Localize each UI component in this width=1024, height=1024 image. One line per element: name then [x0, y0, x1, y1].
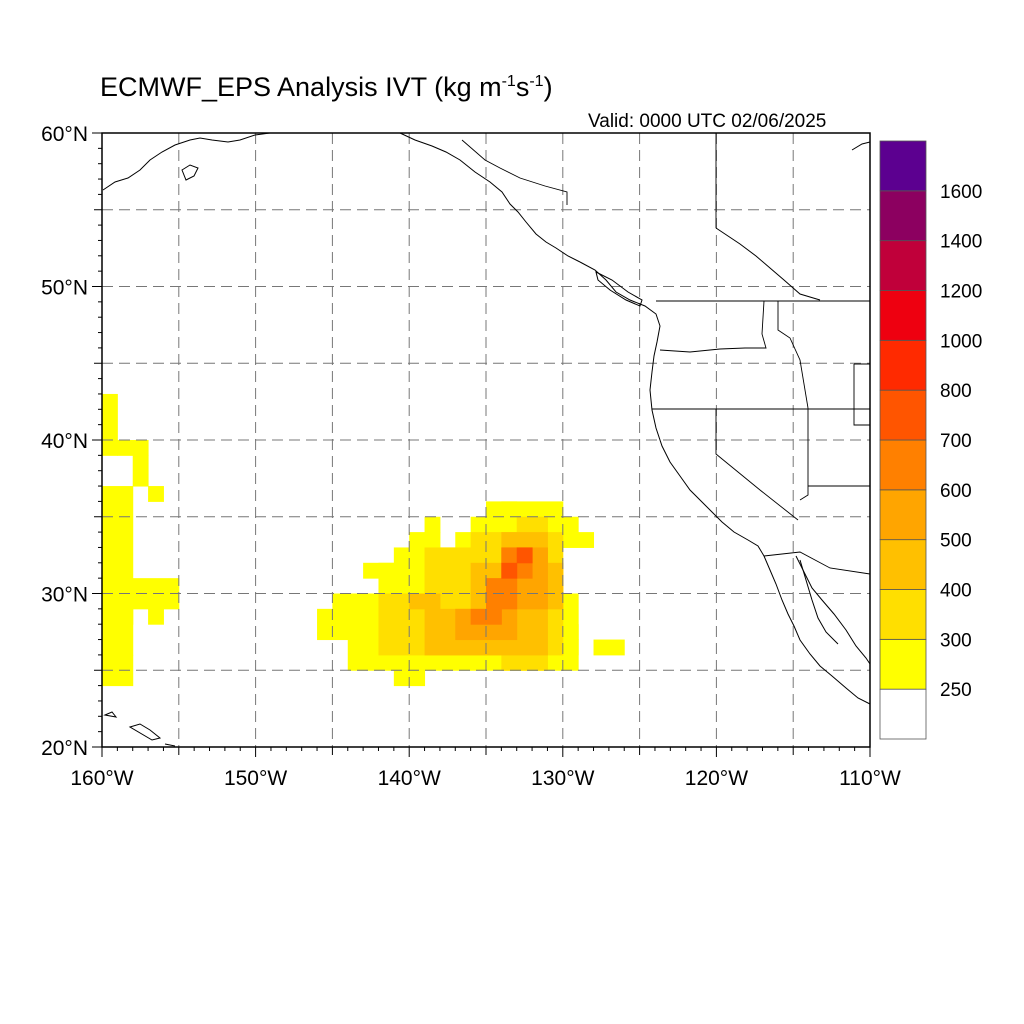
west-coast: [579, 261, 871, 705]
ivt-cell: [102, 486, 134, 656]
lon-label: 110°W: [839, 767, 901, 790]
colorbar-swatch: [879, 688, 927, 740]
lat-label: 20°N: [41, 737, 88, 760]
ivt-cell: [148, 486, 164, 502]
colorbar-label: 600: [940, 481, 972, 502]
lat-label: 40°N: [41, 430, 88, 453]
colorbar-swatch: [879, 290, 927, 341]
ivt-cell: [501, 562, 518, 579]
axis-ticks: [92, 132, 871, 757]
colorbar-swatch: [879, 489, 927, 541]
colorbar-swatch: [879, 589, 927, 640]
ivt-cell: [132, 455, 149, 487]
ivt-cell: [317, 608, 333, 641]
colorbar-label: 1600: [940, 182, 982, 203]
ivt-cell: [516, 516, 548, 533]
ivt-cell: [409, 593, 441, 610]
ivt-cell: [148, 608, 164, 625]
ivt-cell: [363, 562, 395, 579]
washington-oregon: [659, 300, 767, 353]
ivt-cell: [117, 440, 149, 456]
colorbar-swatch: [879, 539, 927, 590]
canadian-arctic-coast: [715, 227, 821, 301]
colorbar-label: 1400: [940, 232, 982, 253]
gulf-of-california: [795, 555, 871, 665]
alaska-coast-2: [399, 132, 581, 263]
colorbar-label: 1200: [940, 282, 982, 303]
kodiak-island: [181, 164, 199, 181]
alaska-arctic-edge: [851, 141, 871, 151]
us-mexico-border: [763, 551, 871, 575]
ivt-cell: [424, 516, 441, 533]
colorbar-label: 800: [940, 381, 972, 402]
ivt-cell: [117, 608, 134, 625]
colorbar: 250 300 400 500 600 700 800 1000 1200 1400 1600: [879, 140, 982, 740]
ivt-cell: [593, 639, 625, 656]
colorbar-swatch: [879, 638, 927, 690]
alaska-coast: [102, 132, 271, 191]
idaho-line: [777, 301, 809, 409]
ivt-cell: [409, 532, 441, 548]
lon-label: 140°W: [378, 767, 441, 790]
ivt-field: [102, 393, 625, 687]
baja-east: [799, 559, 839, 645]
nevada-arizona: [799, 408, 809, 501]
coastline: [102, 132, 871, 747]
colorbar-swatch: [879, 389, 927, 441]
ivt-cell: [501, 654, 548, 671]
ivt-cell: [516, 547, 533, 564]
lat-label: 50°N: [41, 277, 88, 300]
lat-label: 30°N: [41, 584, 88, 607]
colorbar-label: 300: [940, 630, 972, 651]
valid-time-label: Valid: 0000 UTC 02/06/2025: [588, 111, 827, 132]
lon-label: 130°W: [531, 767, 594, 790]
graticule: [102, 133, 870, 747]
idaho-montana: [853, 363, 870, 426]
alaska-bc-border: [461, 139, 568, 205]
colorbar-swatch: [879, 240, 927, 291]
colorbar-label: 1000: [940, 331, 982, 352]
political-borders: [461, 133, 871, 575]
colorbar-label: 700: [940, 431, 972, 452]
axis-labels: 160°W 150°W 140°W 130°W 120°W 110°W 60°N 50°N 40…: [41, 123, 901, 790]
vancouver-island: [595, 271, 643, 307]
lon-label: 160°W: [70, 767, 133, 790]
map-title: ECMWF_EPS Analysis IVT (kg m-1s-1): [100, 72, 553, 102]
lat-label: 60°N: [41, 123, 88, 146]
colorbar-label: 400: [940, 581, 972, 602]
colorbar-swatch: [879, 439, 927, 491]
lon-label: 120°W: [685, 767, 748, 790]
ivt-cell: [486, 501, 518, 518]
colorbar-swatch: [879, 339, 927, 391]
colorbar-label: 500: [940, 531, 972, 552]
colorbar-swatch: [879, 190, 927, 242]
colorbar-label: 250: [940, 680, 972, 701]
aleutian-bits: [103, 711, 176, 747]
california-nevada: [715, 409, 799, 521]
ivt-cell: [102, 393, 118, 456]
lon-label: 150°W: [224, 767, 287, 790]
ivt-cell: [562, 624, 579, 641]
colorbar-swatch: [879, 140, 927, 192]
